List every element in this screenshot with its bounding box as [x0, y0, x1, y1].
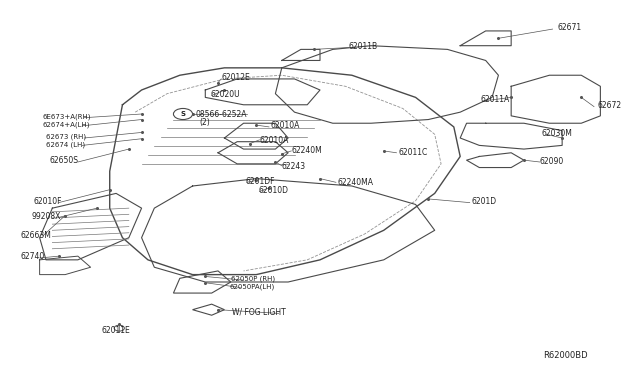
Text: 62010A: 62010A	[270, 121, 300, 130]
Text: 62674 (LH): 62674 (LH)	[46, 141, 85, 148]
Text: 62240MA: 62240MA	[337, 178, 373, 187]
Text: 6E673+A(RH): 6E673+A(RH)	[43, 113, 92, 120]
Text: 62243: 62243	[282, 162, 306, 171]
Text: 62673 (RH): 62673 (RH)	[46, 134, 86, 140]
Text: (2): (2)	[199, 118, 210, 127]
Text: 62011E: 62011E	[101, 326, 130, 335]
Text: 6201D: 6201D	[472, 197, 497, 206]
Text: 62010F: 62010F	[33, 197, 61, 206]
Text: 62011C: 62011C	[398, 148, 428, 157]
Text: 08566-6252A: 08566-6252A	[196, 109, 247, 119]
Text: 62090: 62090	[540, 157, 564, 166]
Text: 62012E: 62012E	[221, 73, 250, 82]
Text: 62663M: 62663M	[20, 231, 51, 240]
Text: 62030M: 62030M	[541, 129, 573, 138]
Text: 62740: 62740	[20, 252, 45, 262]
Text: W/ FOG LIGHT: W/ FOG LIGHT	[232, 308, 286, 317]
Text: 62011A: 62011A	[481, 96, 510, 105]
Text: 62240M: 62240M	[291, 147, 322, 155]
Text: 62050PA(LH): 62050PA(LH)	[230, 283, 275, 290]
Text: 62671: 62671	[557, 23, 581, 32]
Text: 62672: 62672	[597, 101, 621, 110]
Text: 99208X: 99208X	[32, 212, 61, 221]
Text: 62010D: 62010D	[258, 186, 288, 195]
Text: 62674+A(LH): 62674+A(LH)	[43, 122, 90, 128]
Text: 62650S: 62650S	[49, 156, 78, 166]
Text: 62011B: 62011B	[349, 42, 378, 51]
Text: R62000BD: R62000BD	[543, 350, 588, 360]
Text: 62020U: 62020U	[211, 90, 240, 99]
Text: 62010A: 62010A	[259, 136, 289, 145]
Text: S: S	[180, 111, 186, 117]
Text: 62050P (RH): 62050P (RH)	[231, 276, 275, 282]
Text: 6201DF: 6201DF	[246, 177, 275, 186]
